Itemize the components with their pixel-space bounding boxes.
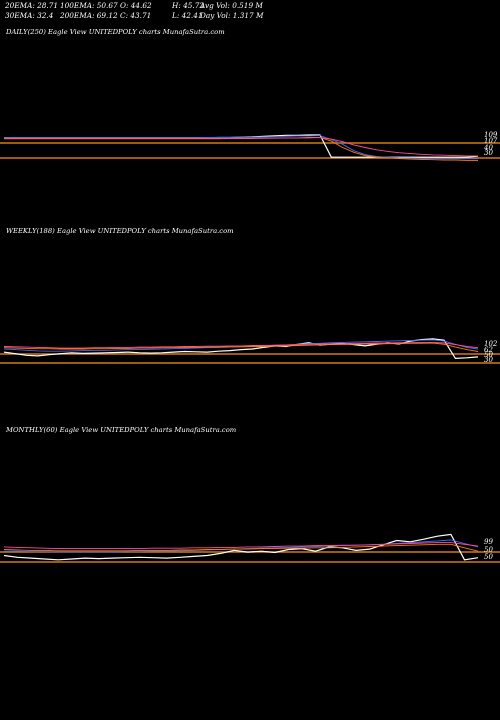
- monthly-series-line-2: [3, 542, 479, 550]
- daily-edge-label-3: 30: [484, 149, 493, 157]
- stat-100ema: 100EMA: 50.67: [60, 1, 118, 10]
- weekly-edge-label-1: 62: [484, 346, 493, 354]
- stat-day-vol: Day Vol: 1.317 M: [200, 11, 264, 20]
- stat-30ema: 30EMA: 32.4: [5, 11, 54, 20]
- daily-edge-label-0: 109: [484, 131, 498, 139]
- weekly-edge-label-0: 102: [484, 340, 498, 348]
- daily-edge-label-1: 107: [484, 137, 498, 145]
- stat-close: C: 43.71: [120, 11, 152, 20]
- monthly-edge-label-2: 50: [484, 553, 493, 561]
- stat-20ema: 20EMA: 28.71: [5, 1, 59, 10]
- monthly-edge-label-1: 50: [484, 546, 493, 554]
- weekly-edge-label-3: 30: [484, 356, 493, 364]
- weekly-series-line-2: [3, 341, 479, 349]
- weekly-title: WEEKLY(188) Eagle View UNITEDPOLY charts…: [6, 227, 234, 235]
- monthly-edge-label-0: 99: [484, 538, 493, 546]
- stat-high: H: 45.72: [172, 1, 205, 10]
- stat-avg-vol: Avg Vol: 0.519 M: [200, 1, 263, 10]
- stat-low: L: 42.41: [172, 11, 203, 20]
- monthly-title: MONTHLY(60) Eagle View UNITEDPOLY charts…: [6, 426, 237, 434]
- daily-series-line-3: [4, 137, 478, 157]
- daily-edge-label-2: 40: [483, 144, 493, 152]
- weekly-edge-label-2: 50: [484, 351, 493, 359]
- weekly-series-line-3: [3, 342, 479, 352]
- stat-200ema: 200EMA: 69.12: [60, 11, 118, 20]
- daily-series-line-1: [4, 135, 478, 160]
- stat-open: O: 44.62: [120, 1, 152, 10]
- daily-title: DAILY(250) Eagle View UNITEDPOLY charts …: [6, 28, 225, 36]
- monthly-series-line-3: [3, 543, 479, 552]
- monthly-series-line-0: [3, 533, 479, 561]
